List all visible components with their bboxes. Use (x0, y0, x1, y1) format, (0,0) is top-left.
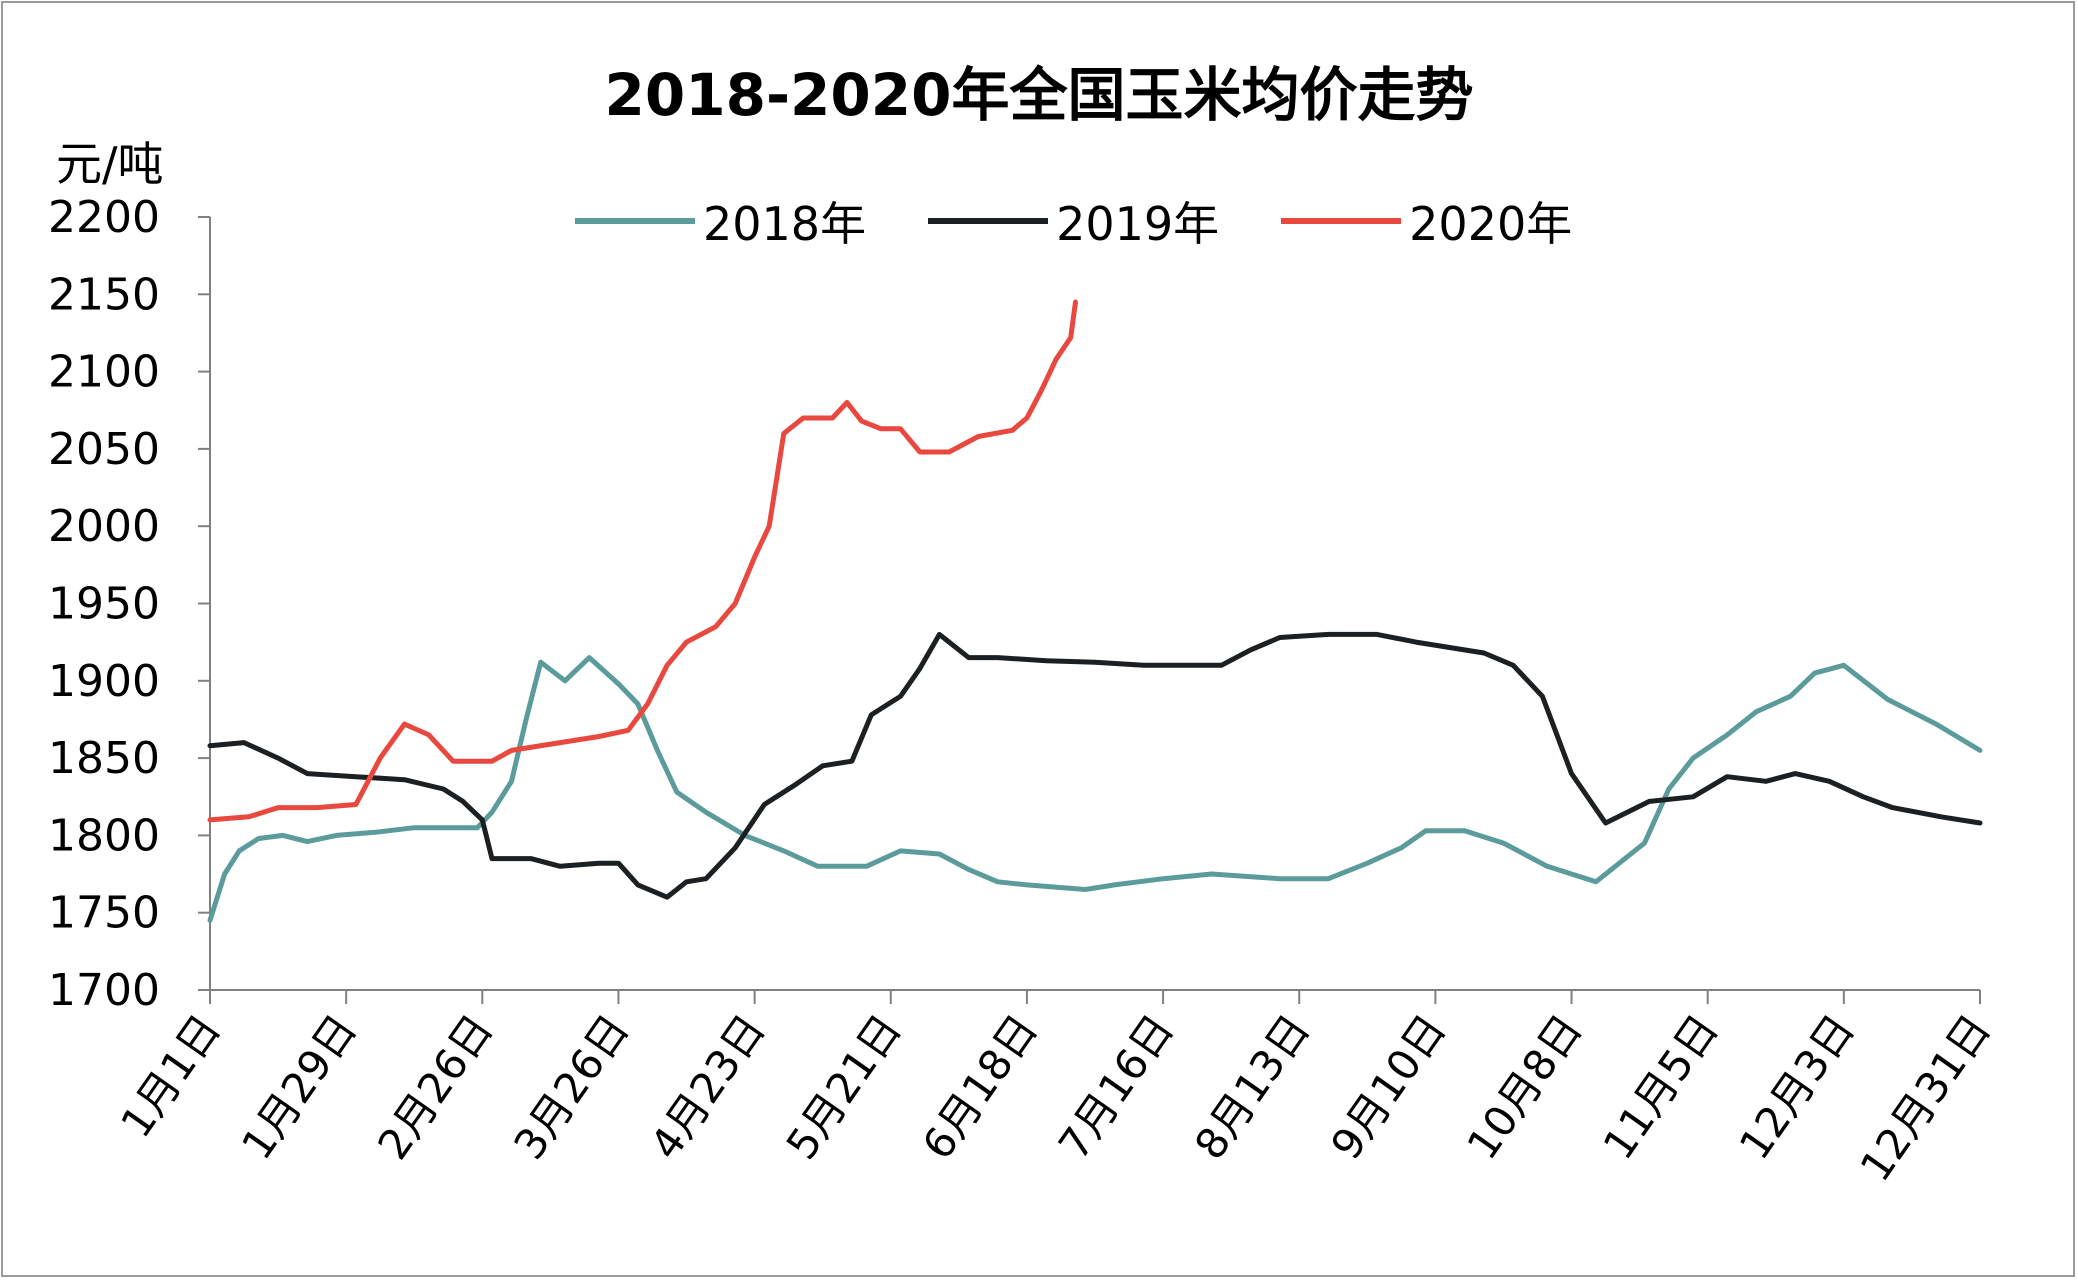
y-tick-label: 1750 (48, 888, 160, 939)
y-tick-label: 1900 (48, 656, 160, 707)
chart-title: 2018-2020年全国玉米均价走势 (604, 61, 1474, 129)
y-tick-label: 2050 (48, 424, 160, 475)
x-tick-label: 9月10日 (1321, 1006, 1455, 1169)
y-tick-label: 1800 (48, 810, 160, 861)
legend-swatch-2020 (1281, 218, 1402, 224)
y-tick-label: 1700 (48, 965, 160, 1016)
series-line-2020 (207, 299, 1078, 823)
x-tick-label: 7月16日 (1049, 1006, 1183, 1169)
x-tick-label: 6月18日 (913, 1006, 1047, 1169)
axes: 2200 2150 2100 2050 2000 1950 1900 1850 1800 1750… (48, 192, 2000, 1190)
legend-swatch-2019 (928, 218, 1049, 224)
y-tick-label: 1850 (48, 733, 160, 784)
x-tick-label: 10月8日 (1457, 1006, 1591, 1169)
legend-label-2020: 2020年 (1409, 197, 1573, 251)
x-tick-label: 2月26日 (368, 1006, 502, 1169)
legend-label-2019: 2019年 (1056, 197, 1220, 251)
series-line-2018 (207, 655, 1983, 923)
legend-item-2019: 2019年 (928, 188, 1219, 254)
y-tick-label: 2100 (48, 347, 160, 398)
legend-item-2018: 2018年 (575, 188, 866, 254)
x-tick-label: 1月1日 (111, 1006, 230, 1147)
legend: 2018年 2019年 2020年 (575, 188, 1634, 254)
y-axis-unit-label: 元/吨 (56, 137, 164, 191)
x-tick-label: 8月13日 (1185, 1006, 1319, 1169)
legend-swatch-2018 (575, 218, 695, 224)
y-tick-label: 2000 (48, 501, 160, 552)
legend-item-2020: 2020年 (1281, 188, 1572, 254)
legend-label-2018: 2018年 (703, 197, 867, 251)
y-tick-label: 1950 (48, 579, 160, 630)
x-tick-label: 4月23日 (641, 1006, 775, 1169)
series-layer (207, 299, 1983, 923)
x-tick-label: 12月31日 (1851, 1006, 2001, 1190)
y-tick-label: 2150 (48, 269, 160, 320)
x-tick-label: 3月26日 (504, 1006, 638, 1169)
x-tick-label: 12月3日 (1730, 1006, 1864, 1169)
x-tick-label: 11月5日 (1594, 1006, 1728, 1169)
x-tick-label: 5月21日 (777, 1006, 911, 1169)
x-tick-label: 1月29日 (232, 1006, 366, 1169)
y-tick-label: 2200 (48, 192, 160, 243)
series-line-2019 (207, 631, 1983, 900)
